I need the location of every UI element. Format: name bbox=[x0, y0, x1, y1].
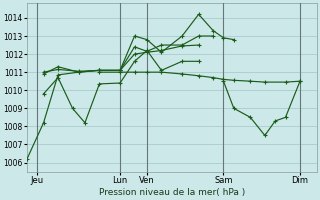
X-axis label: Pression niveau de la mer( hPa ): Pression niveau de la mer( hPa ) bbox=[99, 188, 245, 197]
